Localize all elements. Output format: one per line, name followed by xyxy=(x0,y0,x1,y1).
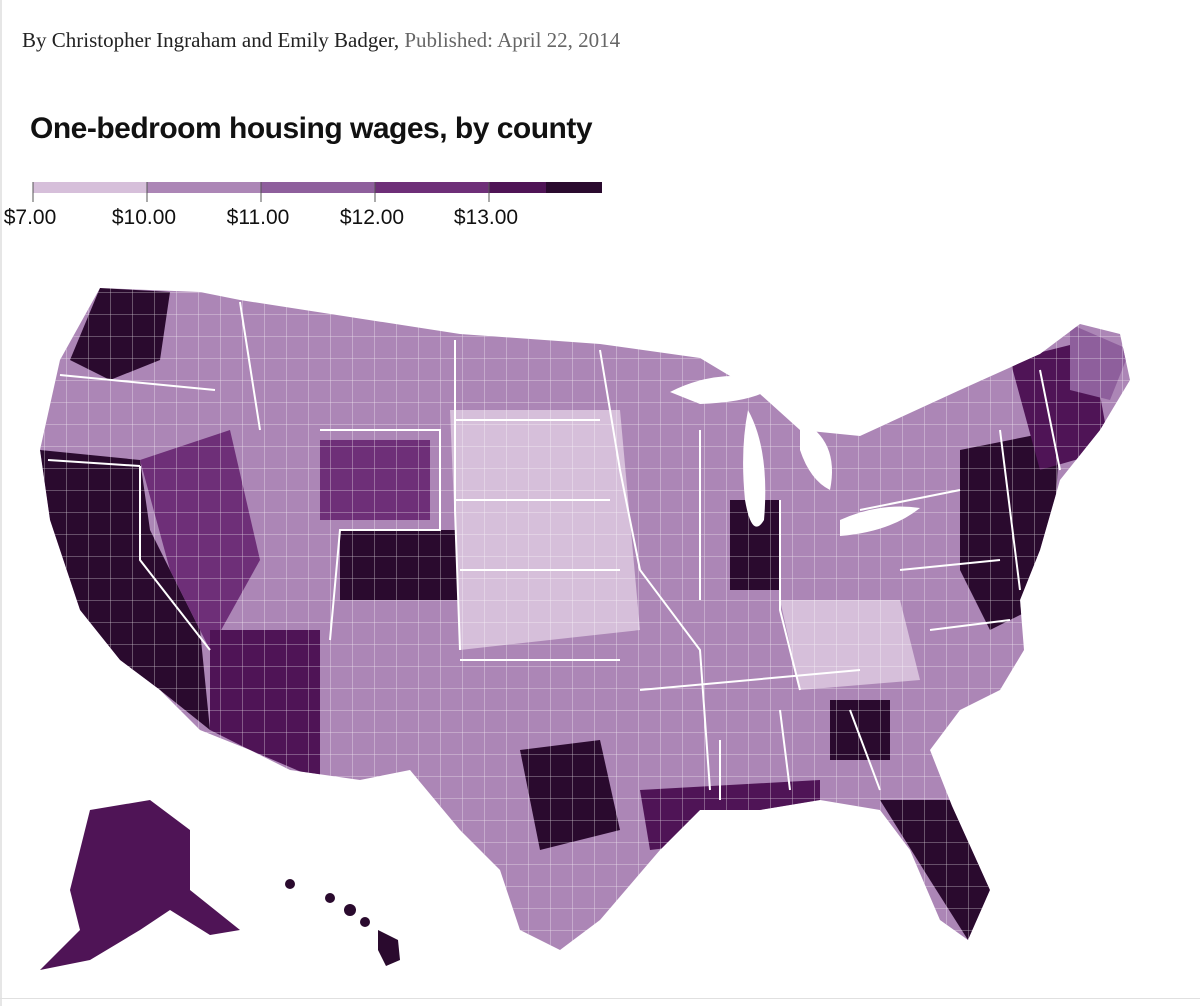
alaska-shape xyxy=(40,800,240,970)
us-county-map xyxy=(40,288,1130,970)
lake-superior xyxy=(670,375,780,404)
state-border-plains-west xyxy=(454,340,461,651)
state-border-mountain-west xyxy=(320,429,441,641)
legend-swatch-1 xyxy=(147,182,261,193)
map-title: One-bedroom housing wages, by county xyxy=(30,112,593,145)
legend-swatch-4 xyxy=(489,182,546,193)
lake-michigan xyxy=(743,410,766,527)
lake-huron xyxy=(800,420,832,490)
legend-label-1: $10.00 xyxy=(112,206,176,229)
left-rule xyxy=(0,0,2,1006)
state-border-plains-central xyxy=(455,419,620,661)
byline-published: Published: April 22, 2014 xyxy=(404,28,621,52)
bottom-rule xyxy=(0,998,1200,999)
legend-swatch-3 xyxy=(375,182,489,193)
legend-label-0: $7.00 xyxy=(4,206,57,229)
legend-label-2: $11.00 xyxy=(227,206,290,229)
legend-swatch-5 xyxy=(546,182,602,193)
color-legend: $7.00 $10.00 $11.00 $12.00 $13.00 xyxy=(4,182,602,229)
state-border-midwest xyxy=(699,430,801,691)
state-border-northeast xyxy=(999,369,1061,591)
legend-swatch-0 xyxy=(33,182,147,193)
hawaii-shape xyxy=(285,879,400,966)
byline-authors: By Christopher Ingraham and Emily Badger… xyxy=(22,28,400,52)
legend-swatch-2 xyxy=(261,182,375,193)
state-border-id-mt xyxy=(239,301,261,431)
state-border-ca-nv xyxy=(139,466,211,651)
byline: By Christopher Ingraham and Emily Badger… xyxy=(22,28,620,53)
state-border-south xyxy=(639,669,881,800)
state-border-wa-or xyxy=(59,374,216,391)
state-border-or-ca xyxy=(47,459,141,467)
state-border-mississippi xyxy=(599,349,711,791)
lake-erie xyxy=(840,506,920,536)
legend-label-3: $12.00 xyxy=(340,206,404,229)
legend-label-4: $13.00 xyxy=(454,206,518,229)
state-border-east xyxy=(859,489,1011,631)
